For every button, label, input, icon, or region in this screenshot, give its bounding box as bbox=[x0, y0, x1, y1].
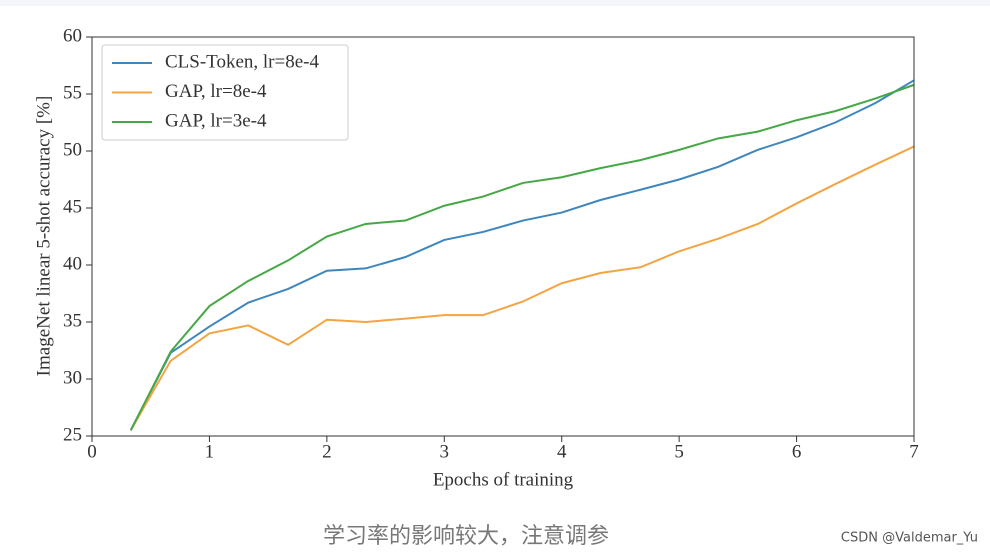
x-axis-label: Epochs of training bbox=[433, 469, 574, 490]
x-tick-label: 3 bbox=[440, 441, 450, 462]
legend-label: CLS-Token, lr=8e-4 bbox=[165, 51, 319, 72]
y-tick-label: 25 bbox=[63, 424, 82, 445]
line-series bbox=[129, 79, 915, 431]
plot-frame bbox=[91, 36, 915, 437]
x-tick-label: 7 bbox=[909, 441, 919, 462]
x-tick-label: 0 bbox=[87, 441, 97, 462]
y-tick-label: 55 bbox=[63, 82, 82, 103]
watermark: CSDN @Valdemar_Yu bbox=[841, 531, 978, 546]
y-tick-label: 60 bbox=[63, 25, 82, 46]
top-strip bbox=[0, 0, 990, 6]
y-tick-label: 35 bbox=[63, 310, 82, 331]
legend-label: GAP, lr=8e-4 bbox=[165, 81, 267, 102]
x-tick-label: 4 bbox=[557, 441, 567, 462]
legend-box bbox=[101, 44, 349, 141]
y-axis-label: ImageNet linear 5-shot accuracy [%] bbox=[33, 96, 54, 377]
line-series bbox=[129, 83, 915, 431]
x-tick-label: 1 bbox=[205, 441, 215, 462]
caption: 学习率的影响较大，注意调参 bbox=[323, 524, 609, 549]
y-tick-label: 45 bbox=[63, 196, 82, 217]
legend-label: GAP, lr=3e-4 bbox=[165, 110, 267, 131]
y-tick-label: 30 bbox=[63, 367, 82, 388]
x-tick-label: 5 bbox=[674, 441, 684, 462]
y-tick-label: 50 bbox=[63, 139, 82, 160]
y-tick-label: 40 bbox=[63, 253, 82, 274]
line-series bbox=[129, 145, 915, 431]
x-tick-label: 6 bbox=[792, 441, 802, 462]
x-tick-label: 2 bbox=[322, 441, 332, 462]
